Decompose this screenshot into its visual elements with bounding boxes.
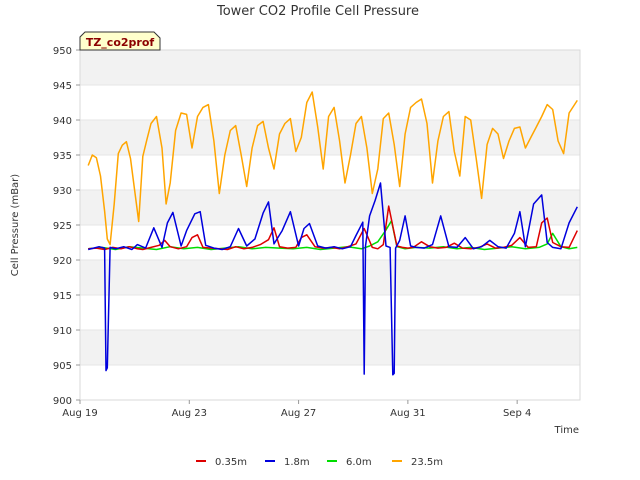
series-line-23-5m <box>87 91 578 246</box>
legend-item-6-0m: 6.0m <box>327 457 372 468</box>
plot-background <box>80 49 580 401</box>
site-tag-label: TZ_co2prof <box>86 36 155 49</box>
x-axis-ticks: Aug 19 Aug 23 Aug 27 Aug 31 Sep 4 <box>62 400 531 419</box>
y-tick-label: 945 <box>53 81 72 92</box>
y-axis-label: Cell Pressure (mBar) <box>10 174 21 276</box>
legend-label: 0.35m <box>215 457 247 468</box>
y-tick-label: 920 <box>53 256 72 267</box>
grid-band <box>80 260 580 295</box>
y-tick-label: 910 <box>53 326 72 337</box>
legend-label: 6.0m <box>346 457 372 468</box>
x-tick-label: Sep 4 <box>503 408 531 419</box>
series-line-1-8m <box>88 182 578 376</box>
legend-label: 1.8m <box>284 457 310 468</box>
legend-label: 23.5m <box>411 457 443 468</box>
site-tag-box <box>79 31 161 51</box>
legend-item-23-5m: 23.5m <box>392 457 443 468</box>
legend: 0.35m 1.8m 6.0m 23.5m <box>196 457 443 468</box>
y-axis-ticks: 900 905 910 915 920 925 930 935 940 945 950 <box>53 46 80 407</box>
x-tick-label: Aug 31 <box>390 408 425 419</box>
y-tick-label: 950 <box>53 46 72 57</box>
y-tick-label: 930 <box>53 186 72 197</box>
y-tick-label: 915 <box>53 291 72 302</box>
grid-band <box>80 330 580 365</box>
series-layer <box>87 91 578 376</box>
x-tick-label: Aug 19 <box>62 408 97 419</box>
x-tick-label: Aug 27 <box>281 408 316 419</box>
grid-band <box>80 50 580 85</box>
site-tag: TZ_co2prof <box>79 31 161 51</box>
x-axis-label: Time <box>554 425 579 436</box>
y-tick-label: 940 <box>53 116 72 127</box>
x-tick-label: Aug 23 <box>172 408 207 419</box>
y-tick-label: 905 <box>53 361 72 372</box>
grid-band <box>80 190 580 225</box>
chart-title: Tower CO2 Profile Cell Pressure <box>216 4 419 19</box>
grid-band <box>80 120 580 155</box>
y-tick-label: 900 <box>53 396 72 407</box>
y-tick-label: 925 <box>53 221 72 232</box>
legend-item-0-35m: 0.35m <box>196 457 247 468</box>
y-tick-label: 935 <box>53 151 72 162</box>
legend-item-1-8m: 1.8m <box>265 457 310 468</box>
